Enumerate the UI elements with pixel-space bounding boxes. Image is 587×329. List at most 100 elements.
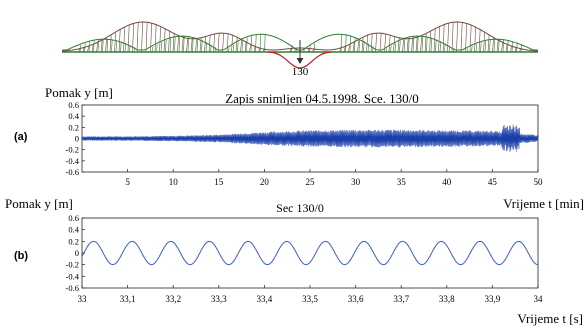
hatch-line (348, 44, 350, 53)
x-tick-label: 50 (534, 177, 544, 187)
node-label: 130 (292, 66, 309, 78)
x-tick-label: 34 (534, 294, 544, 304)
hatch-line (411, 38, 413, 53)
hatch-line-green (484, 40, 486, 53)
hatch-line (244, 41, 247, 53)
panel-label-a: (a) (14, 131, 28, 143)
hatch-line-green (502, 39, 504, 53)
x-tick-label: 25 (306, 177, 316, 187)
hatch-line-green (507, 40, 509, 53)
x-tick-label: 20 (260, 177, 270, 187)
hatch-line-green (232, 44, 234, 53)
x-tick-label: 35 (397, 177, 407, 187)
hatch-line (109, 35, 112, 53)
hatch-line (415, 37, 418, 53)
hatch-line (181, 36, 184, 53)
hatch-line (159, 26, 161, 53)
chart-panel-a: Pomak y [m] Zapis snimljen 04.5.1998. Sc… (5, 85, 584, 211)
hatch-line (384, 33, 386, 53)
hatch-line-green (358, 38, 360, 53)
hatch-line (474, 26, 476, 53)
hatch-line (397, 37, 400, 53)
hatch-line (496, 39, 499, 53)
hatch-line (456, 21, 458, 53)
y-tick-label: 0 (75, 248, 79, 258)
hatch-line-green (115, 40, 117, 53)
hatch-line-green (480, 42, 482, 53)
hatch-line (240, 38, 242, 53)
hatch-line-green (111, 39, 113, 53)
hatch-line-green (345, 34, 347, 53)
hatch-line (420, 35, 422, 53)
hatch-line (226, 33, 229, 53)
hatch-line-green (489, 39, 491, 53)
hatch-line (190, 38, 193, 53)
plot-frame-b (81, 217, 539, 289)
x-tick-label: 33,3 (211, 294, 227, 304)
x-tick-label: 33 (78, 294, 88, 304)
hatch-line (469, 24, 472, 53)
hatch-line (433, 29, 436, 53)
x-tick-label: 40 (442, 177, 452, 187)
y-tick-label: 0.4 (68, 111, 79, 121)
hatch-line (87, 46, 89, 53)
hatch-line (406, 38, 409, 53)
hatch-line-green (363, 40, 365, 53)
hatch-line-green (421, 36, 423, 53)
hatch-line (222, 33, 224, 53)
hatch-line (379, 33, 382, 53)
hatch-line (447, 23, 449, 53)
x-tick-label: 45 (488, 177, 498, 187)
y-axis-label-a-bottom: Pomak y [m] (5, 196, 73, 211)
hatch-line (393, 36, 395, 53)
y-tick-label: 0.6 (68, 100, 79, 110)
x-tick-label: 33,5 (302, 294, 318, 304)
hatch-line-green (88, 41, 90, 53)
y-ticks-a: 0.60.40.2 0-0.2-0.4-0.6 (66, 100, 85, 177)
hatch-line-green (174, 37, 176, 53)
hatch-line-green (237, 42, 239, 53)
x-tick-label: 33,9 (485, 294, 501, 304)
hatch-line-green (250, 35, 252, 53)
hatch-line (96, 42, 98, 53)
hatch-line (168, 30, 170, 53)
x-ticks-b: 33 33,1 33,2 33,3 33,4 33,5 33,6 33,7 33,8 33,9 34 (78, 285, 544, 304)
hatch-line-green (156, 44, 158, 53)
hatch-line (483, 31, 485, 53)
hatch-line (127, 25, 130, 53)
hatch-line (510, 45, 512, 53)
panel-label-b: (b) (14, 250, 28, 262)
hatch-line-green (493, 39, 495, 53)
hatch-line (91, 44, 94, 53)
signal-series-b (81, 240, 539, 266)
hatch-line (375, 33, 377, 53)
hatch-line (204, 36, 206, 53)
hatch-line-green (408, 37, 410, 53)
y-tick-label: 0 (75, 134, 79, 144)
hatch-line (253, 45, 256, 53)
hatch-line-green (354, 36, 356, 53)
hatch-line (150, 22, 152, 53)
hatch-line (100, 40, 103, 53)
y-tick-label: -0.4 (66, 156, 80, 166)
hatch-line (177, 35, 179, 53)
signal-series-a (81, 124, 539, 153)
hatch-line-green (196, 38, 198, 53)
hatch-line (172, 32, 175, 53)
hatch-line (451, 22, 454, 53)
hatch-line-green (120, 41, 122, 53)
hatch-line (235, 36, 238, 53)
hatch-line (402, 38, 404, 53)
hatch-line-green (390, 45, 392, 53)
hatch-line-green (259, 34, 261, 53)
hatch-line (145, 22, 148, 53)
chart-title-a: Zapis snimljen 04.5.1998. Sce. 130/0 (225, 91, 419, 106)
x-tick-label: 33,2 (165, 294, 181, 304)
y-tick-label: -0.4 (66, 271, 80, 281)
hatch-line (501, 41, 503, 53)
hatch-line (343, 46, 346, 53)
hatch-line (231, 34, 233, 53)
hatch-line (114, 32, 116, 53)
hatch-line-green (192, 37, 194, 53)
